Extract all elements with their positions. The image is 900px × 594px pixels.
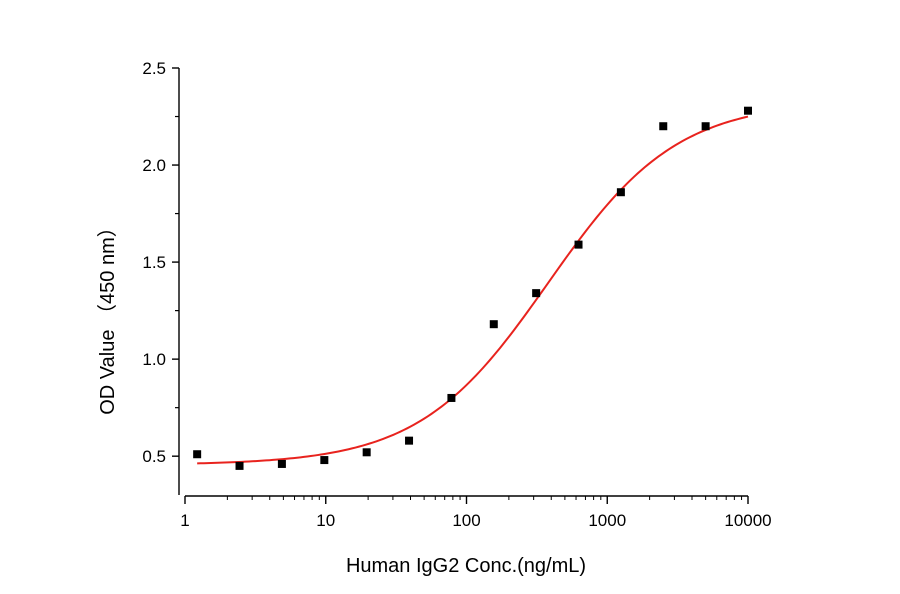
data-point bbox=[235, 461, 244, 470]
data-points-layer bbox=[193, 106, 752, 470]
y-tick-label: 2.0 bbox=[142, 156, 166, 175]
data-point bbox=[447, 393, 456, 402]
fit-curve bbox=[197, 115, 749, 465]
data-point bbox=[362, 448, 371, 457]
data-point bbox=[193, 450, 202, 459]
y-tick-label: 1.5 bbox=[142, 253, 166, 272]
x-tick-label: 100 bbox=[452, 511, 480, 530]
data-point bbox=[489, 320, 498, 329]
x-tick-label: 1000 bbox=[588, 511, 626, 530]
y-tick-label: 2.5 bbox=[142, 59, 166, 78]
y-tick-label: 0.5 bbox=[142, 447, 166, 466]
data-point bbox=[659, 122, 668, 131]
data-point bbox=[405, 436, 414, 445]
data-point bbox=[616, 188, 625, 197]
data-point bbox=[320, 456, 329, 465]
data-point bbox=[277, 459, 286, 468]
data-point bbox=[701, 122, 710, 131]
y-tick-label: 1.0 bbox=[142, 350, 166, 369]
data-point bbox=[744, 106, 752, 115]
data-point bbox=[532, 289, 541, 298]
axes-layer: 0.5 1.0 1.5 2.0 2.5 1 10 100 1000 10000 bbox=[142, 59, 771, 530]
fit-curve-layer bbox=[197, 115, 749, 465]
x-tick-label: 1 bbox=[180, 511, 189, 530]
x-axis-title: Human IgG2 Conc.(ng/mL) bbox=[346, 555, 586, 577]
x-tick-label: 10000 bbox=[724, 511, 771, 530]
y-axis-title: OD Value （450 nm） bbox=[96, 217, 119, 415]
x-tick-label: 10 bbox=[316, 511, 335, 530]
data-point bbox=[574, 240, 583, 249]
